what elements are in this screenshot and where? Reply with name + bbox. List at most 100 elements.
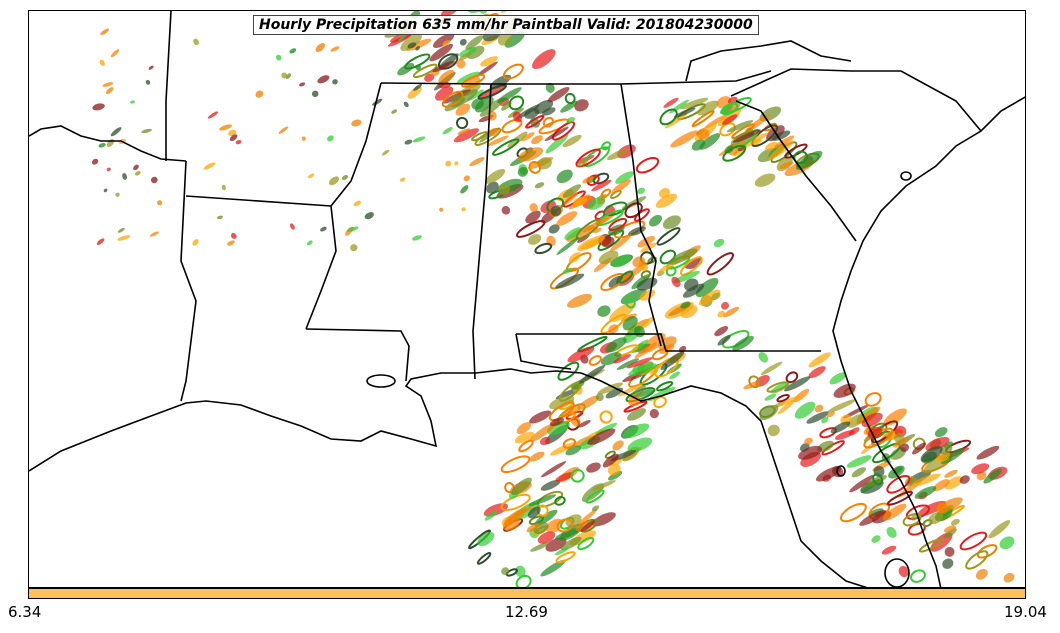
paintball-blob <box>457 128 471 135</box>
paintball-blob <box>622 316 638 331</box>
paintball-blob <box>655 193 678 208</box>
fl-al-border <box>516 333 821 352</box>
paintball-blob <box>591 505 600 512</box>
paintball-blob <box>407 86 422 99</box>
paintball-blob <box>306 240 313 246</box>
paintball-blob <box>602 453 619 468</box>
paintball-blob <box>364 212 374 220</box>
paintball-blob <box>697 128 710 141</box>
paintball-blob <box>399 177 406 182</box>
paintball-blob <box>586 462 601 473</box>
paintball-blob <box>555 527 581 540</box>
paintball-blob <box>627 437 653 452</box>
paintball-blob <box>576 158 589 167</box>
paintball-blob <box>565 445 582 456</box>
paintball-blob <box>944 476 964 490</box>
paintball-blob <box>591 512 616 527</box>
paintball-blob <box>944 469 958 478</box>
paintball-blob <box>566 116 576 124</box>
paintball-blob <box>808 352 831 368</box>
paintball-blob <box>627 408 646 421</box>
colorbar-tick-max: 19.04 <box>1004 603 1047 621</box>
paintball-blob <box>881 545 897 555</box>
paintball-blob <box>255 90 264 98</box>
paintball-blob <box>668 248 698 265</box>
paintball-blob <box>102 82 114 87</box>
paintball-blob <box>934 427 948 438</box>
paintball-blob <box>576 508 598 527</box>
paintball-blob <box>555 472 574 482</box>
paintball-blob <box>315 43 326 52</box>
la-west-border <box>180 160 197 402</box>
paintball-blob <box>217 215 223 220</box>
paintball-blob <box>486 181 499 194</box>
paintball-blob <box>203 162 216 170</box>
paintball-blob <box>412 63 438 79</box>
paintball-blob <box>608 470 623 481</box>
paintball-blob <box>500 455 531 474</box>
ga-lake <box>900 171 912 181</box>
paintball-blob <box>459 38 467 46</box>
paintball-blob <box>711 292 721 301</box>
paintball-blob <box>695 277 719 298</box>
paintball-blob <box>542 116 554 128</box>
paintball-blob <box>551 121 576 141</box>
paintball-blob <box>353 200 361 207</box>
paintball-blob <box>459 52 472 61</box>
paintball-blob <box>743 381 761 390</box>
paintball-blob <box>537 157 552 170</box>
paintball-blob <box>577 536 595 551</box>
paintball-blob <box>774 135 795 148</box>
paintball-blob <box>515 565 526 578</box>
paintball-blob <box>616 358 640 370</box>
paintball-blob <box>451 89 478 108</box>
lake-okeechobee <box>884 558 910 587</box>
paintball-blob <box>539 436 551 446</box>
paintball-blob <box>776 394 790 403</box>
paintball-blob <box>530 542 550 552</box>
paintball-blob <box>103 188 108 193</box>
paintball-blob <box>544 126 569 142</box>
paintball-blob <box>91 158 99 165</box>
paintball-blob <box>290 223 295 230</box>
paintball-blob <box>525 210 541 224</box>
paintball-blob <box>608 217 628 232</box>
paintball-blob <box>480 56 498 67</box>
paintball-blob <box>560 100 578 113</box>
paintball-blob <box>527 234 542 245</box>
paintball-blob <box>275 54 282 61</box>
paintball-blob <box>434 86 454 101</box>
paintball-blob <box>851 467 866 478</box>
paintball-blob <box>847 414 865 428</box>
paintball-blob <box>432 33 455 48</box>
paintball-blob <box>407 42 417 49</box>
paintball-blob <box>285 73 292 79</box>
paintball-blob <box>591 179 612 192</box>
paintball-blob <box>528 494 557 506</box>
paintball-blob <box>221 184 226 191</box>
paintball-blob <box>656 381 674 392</box>
paintball-blob <box>514 431 535 444</box>
paintball-blob <box>442 40 451 46</box>
paintball-blob <box>532 49 556 70</box>
paintball-blob <box>372 98 383 106</box>
paintball-blob <box>442 127 453 135</box>
paintball-blob <box>471 131 489 142</box>
paintball-blob <box>534 182 545 189</box>
paintball-blob <box>628 363 657 377</box>
paintball-blob <box>548 401 575 422</box>
paintball-blob <box>834 430 855 440</box>
paintball-blob <box>289 48 297 54</box>
paintball-blob <box>307 173 315 179</box>
paintball-blob <box>637 187 645 195</box>
paintball-blob <box>567 293 592 308</box>
paintball-blob <box>671 276 681 288</box>
paintball-blob <box>568 252 581 263</box>
paintball-blob <box>554 496 566 506</box>
paintball-blob <box>504 482 515 494</box>
paintball-blob <box>476 552 492 565</box>
paintball-blob <box>965 550 989 570</box>
paintball-blob <box>607 464 621 476</box>
paintball-blob <box>527 506 541 519</box>
paintball-blob <box>784 376 811 392</box>
